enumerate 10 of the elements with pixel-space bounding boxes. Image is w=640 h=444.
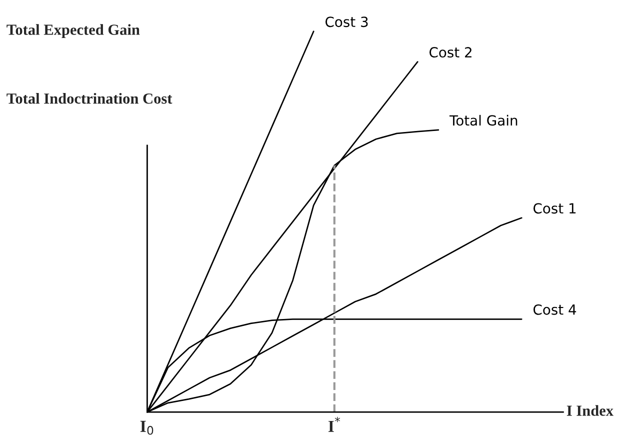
y-axis-title: Total Expected Gain	[6, 24, 140, 38]
x-axis-title: I Index	[566, 405, 614, 416]
series-label: Total Gain	[449, 114, 518, 126]
x-tick-label: I$^{*}$	[328, 416, 340, 432]
x-tick-label: I$_{0}$	[140, 420, 154, 435]
series-label: Cost 3	[325, 16, 368, 28]
annotation: Total Indoctrination Cost	[6, 92, 172, 104]
series-label: Cost 2	[429, 47, 472, 58]
series-label: Cost 4	[533, 304, 576, 315]
series-label: Cost 1	[533, 203, 576, 214]
